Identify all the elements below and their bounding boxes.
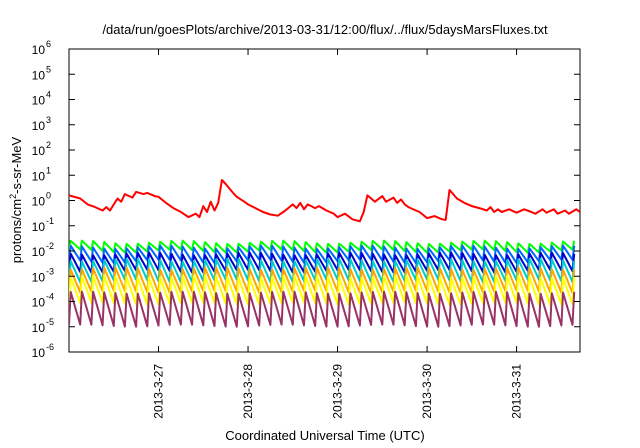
y-tick-exponent: -4 <box>46 292 54 302</box>
y-tick-label: 10 <box>32 68 46 82</box>
x-tick-label: 2013-3-28 <box>241 364 255 419</box>
x-axis-label: Coordinated Universal Time (UTC) <box>225 428 424 443</box>
y-tick-label: 10 <box>32 94 46 108</box>
chart-title: /data/run/goesPlots/archive/2013-03-31/1… <box>102 22 548 37</box>
y-tick-exponent: 2 <box>46 140 51 150</box>
y-tick-exponent: -2 <box>46 241 54 251</box>
series-line-5 <box>69 257 576 284</box>
y-axis-label-main: protons/cm <box>9 199 24 263</box>
series-line-2 <box>69 239 576 254</box>
plot-area: 10 -610 -510 -410 -310 -210 -110 010 110 210 310 41… <box>32 39 581 419</box>
y-tick-exponent: -6 <box>46 342 54 352</box>
y-tick-exponent: 4 <box>46 90 51 100</box>
y-tick-exponent: 1 <box>46 165 51 175</box>
y-tick-label: 10 <box>32 321 46 335</box>
x-tick-label: 2013-3-27 <box>152 364 166 419</box>
x-axis-ticks: 2013-3-27 2013-3-28 2013-3-29 2013-3-30 2013… <box>152 49 524 419</box>
y-axis-label-tail: -s-sr-MeV <box>9 136 24 193</box>
x-tick-label: 2013-3-30 <box>420 364 434 419</box>
y-tick-exponent: 6 <box>46 39 51 49</box>
x-tick-label: 2013-3-29 <box>331 364 345 419</box>
y-tick-label: 10 <box>32 270 46 284</box>
series-line-6 <box>69 266 576 294</box>
y-tick-label: 10 <box>32 245 46 259</box>
y-tick-label: 10 <box>32 144 46 158</box>
y-tick-label: 10 <box>32 169 46 183</box>
series-line-3 <box>69 244 576 264</box>
y-tick-exponent: 0 <box>46 191 51 201</box>
y-tick-exponent: -5 <box>46 317 54 327</box>
y-tick-label: 10 <box>32 220 46 234</box>
y-tick-exponent: -3 <box>46 266 54 276</box>
series-layer <box>69 179 580 328</box>
y-axis-label-sup: 2 <box>8 194 18 199</box>
y-tick-label: 10 <box>32 346 46 360</box>
y-tick-exponent: -1 <box>46 216 54 226</box>
y-tick-exponent: 3 <box>46 115 51 125</box>
series-line-7 <box>69 274 576 306</box>
y-tick-exponent: 5 <box>46 64 51 74</box>
series-line-8 <box>69 290 576 328</box>
series-line-4 <box>69 251 576 274</box>
x-tick-label: 2013-3-31 <box>510 364 524 419</box>
y-tick-label: 10 <box>32 43 46 57</box>
y-axis-ticks: 10 -610 -510 -410 -310 -210 -110 010 110 210 310 41… <box>32 39 580 360</box>
y-tick-label: 10 <box>32 296 46 310</box>
y-tick-label: 10 <box>32 119 46 133</box>
series-line-1 <box>69 179 580 223</box>
y-tick-label: 10 <box>32 195 46 209</box>
y-axis-label: protons/cm2-s-sr-MeV <box>8 136 24 263</box>
plot-frame <box>68 48 581 353</box>
